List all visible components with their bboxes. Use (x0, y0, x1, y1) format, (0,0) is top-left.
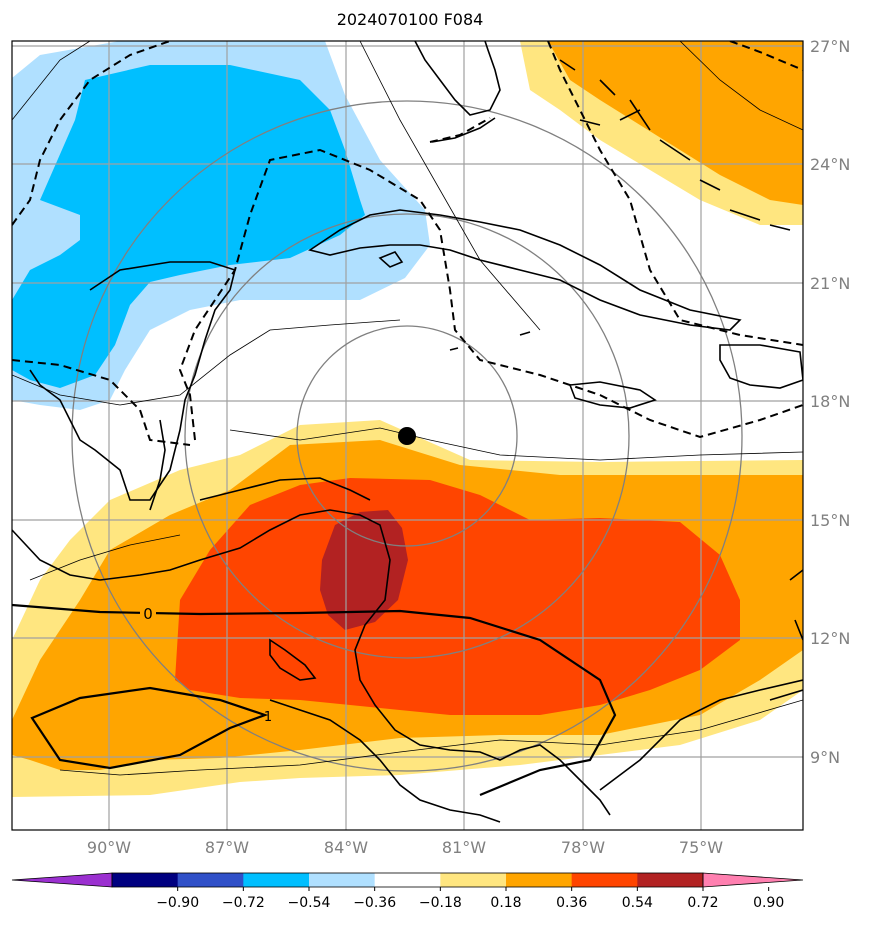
colorbar-tick-label: 0.90 (753, 895, 784, 911)
map-title: 2024070100 F084 (336, 10, 484, 29)
coastlines (12, 41, 803, 823)
coastline-hispaniola (719, 344, 803, 389)
colorbar-frame (111, 872, 704, 888)
coastline-central-america (99, 509, 611, 816)
contour-label-bg-0 (140, 603, 156, 621)
coastline-isle-of-youth (378, 251, 404, 268)
colorbar-extend-low (11, 872, 113, 888)
coastline-mexico-pacific (12, 529, 101, 581)
colorbar-tick-label: −0.36 (353, 895, 396, 911)
colorbar-tick-label: −0.18 (419, 895, 462, 911)
coastline-florida-keys (431, 117, 496, 143)
coastline-colombia (599, 679, 803, 791)
longitude-labels: 90°W 87°W 84°W 81°W 78°W 75°W (87, 838, 723, 857)
lat-label-9: 9°N (810, 748, 840, 767)
colorbar-tick-label: 0.54 (622, 895, 653, 911)
latitude-labels: 27°N 24°N 21°N 18°N 15°N 12°N 9°N (810, 37, 850, 767)
coastline-bahamas (559, 59, 791, 231)
colorbar-tick-label: 0.36 (556, 895, 587, 911)
coastline-jamaica (568, 381, 657, 409)
bold-contours (12, 603, 617, 797)
colorbar-tick-label: −0.90 (156, 895, 199, 911)
coastline-venezuela (769, 569, 803, 701)
lon-label-87: 87°W (205, 838, 249, 857)
range-circles (71, 100, 743, 772)
coastline-cuba (308, 209, 742, 331)
grid-lines (12, 41, 803, 830)
colorbar-segment (309, 873, 376, 887)
contour-label-zero: 0 (143, 605, 153, 623)
lon-label-78: 78°W (561, 838, 605, 857)
colorbar-segment (440, 873, 507, 887)
lat-label-24: 24°N (810, 155, 850, 174)
map-frame (11, 40, 804, 831)
lon-label-81: 81°W (442, 838, 486, 857)
fill-blue-region (12, 65, 365, 388)
lon-label-90: 90°W (87, 838, 131, 857)
fill-red-orange-south (175, 478, 740, 715)
lat-label-21: 21°N (810, 274, 850, 293)
coastline-cayman (449, 331, 531, 351)
storm-center-marker (398, 427, 416, 445)
lat-label-18: 18°N (810, 392, 850, 411)
colorbar-tick-label: −0.72 (222, 895, 265, 911)
colorbar-segment (374, 873, 441, 887)
fill-dark-red-core (320, 510, 408, 630)
colorbar-extend-high (702, 872, 804, 888)
lon-label-75: 75°W (679, 838, 723, 857)
lat-label-27: 27°N (810, 37, 850, 56)
contour-label-one: 1 (264, 710, 272, 725)
coastline-florida (414, 41, 501, 116)
colorbar-tick-label: 0.18 (490, 895, 521, 911)
map-area: 0 1 (12, 41, 803, 830)
lat-label-12: 12°N (810, 629, 850, 648)
coastline-belize (149, 419, 166, 511)
coastline-yucatan (29, 261, 236, 501)
lon-label-84: 84°W (324, 838, 368, 857)
coastline-pacific-coast (269, 699, 501, 823)
colorbar-segment (112, 873, 179, 887)
colorbar-segment (571, 873, 638, 887)
lat-label-15: 15°N (810, 511, 850, 530)
coastline-honduras-north (199, 477, 371, 501)
dashed-contours (12, 41, 803, 446)
colorbar-segment (637, 873, 704, 887)
lake-nicaragua (269, 638, 317, 681)
colorbar-segment (243, 873, 310, 887)
colorbar-segment (506, 873, 573, 887)
thin-contours (12, 41, 803, 776)
colorbar: −0.90 −0.72 −0.54 −0.36 −0.18 0.18 0.36 0.54 0.7… (11, 872, 804, 911)
colorbar-segment (177, 873, 244, 887)
colorbar-tick-label: −0.54 (288, 895, 331, 911)
colorbar-tick-label: 0.72 (687, 895, 718, 911)
